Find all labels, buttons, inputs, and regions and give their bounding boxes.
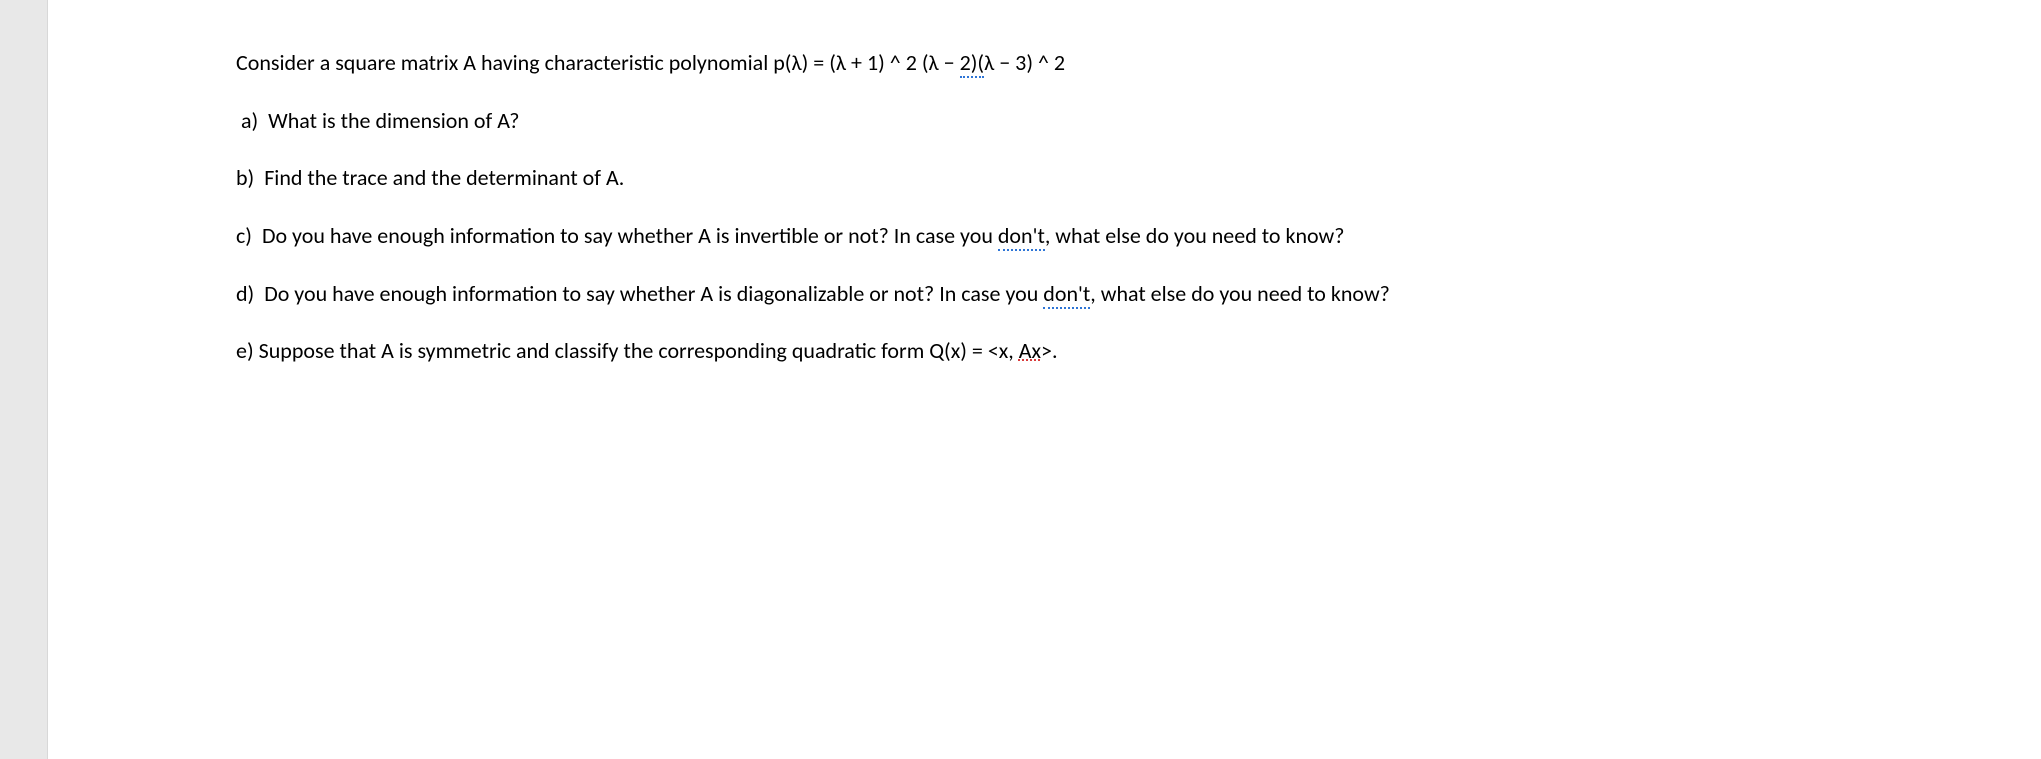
part-d-paragraph: d) Do you have enough information to say… xyxy=(236,279,1841,309)
part-c-spellcheck: don't xyxy=(998,222,1045,251)
problem-body: Consider a square matrix A having charac… xyxy=(236,48,1841,366)
part-c-prefix: Do you have enough information to say wh… xyxy=(262,222,998,249)
part-a-text: What is the dimension of A? xyxy=(268,107,519,134)
part-b-text: Find the trace and the determinant of A. xyxy=(264,164,624,191)
part-e-prefix: Suppose that A is symmetric and classify… xyxy=(259,337,1019,364)
document-content: Consider a square matrix A having charac… xyxy=(96,0,2041,759)
part-a-paragraph: a) What is the dimension of A? xyxy=(236,106,1841,136)
part-e-spellcheck: Ax xyxy=(1019,337,1041,364)
part-c-label: c) xyxy=(236,222,252,249)
part-e-paragraph: e) Suppose that A is symmetric and class… xyxy=(236,336,1841,366)
part-a-label: a) xyxy=(241,107,258,134)
part-d-label: d) xyxy=(236,280,254,307)
intro-prefix: Consider a square matrix A having charac… xyxy=(236,49,960,76)
part-b-paragraph: b) Find the trace and the determinant of… xyxy=(236,163,1841,193)
intro-suffix: λ − 3) ^ 2 xyxy=(984,49,1065,76)
part-d-mid: , what else do you need to know? xyxy=(1090,280,1390,307)
part-d-prefix: Do you have enough information to say wh… xyxy=(264,280,1043,307)
page-left-gap xyxy=(48,0,96,759)
page-left-ruler-margin xyxy=(0,0,48,759)
part-e-label: e) xyxy=(236,337,254,364)
part-c-paragraph: c) Do you have enough information to say… xyxy=(236,221,1841,251)
intro-spellcheck-1: 2)( xyxy=(960,49,985,78)
part-d-spellcheck: don't xyxy=(1043,280,1090,309)
part-b-label: b) xyxy=(236,164,254,191)
intro-paragraph: Consider a square matrix A having charac… xyxy=(236,48,1841,78)
part-e-suffix: >. xyxy=(1041,337,1058,364)
part-c-mid: , what else do you need to know? xyxy=(1045,222,1345,249)
